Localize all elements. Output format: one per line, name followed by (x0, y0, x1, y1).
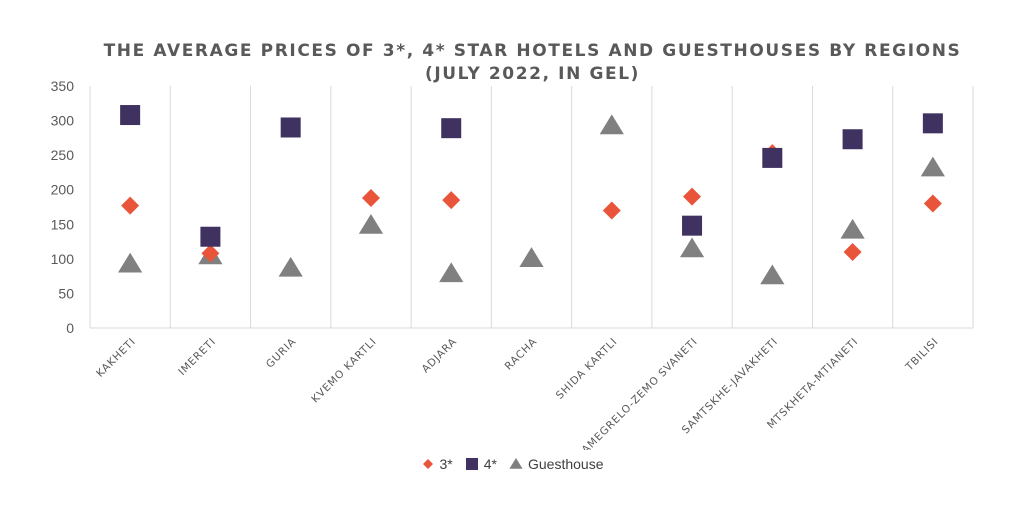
data-point-square (200, 226, 221, 247)
data-point-triangle (599, 114, 624, 135)
data-point-triangle (840, 218, 865, 239)
x-tick-label: KAKHETI (94, 336, 138, 380)
legend-item: Guesthouse (509, 456, 604, 472)
legend-symbol-triangle (509, 458, 523, 469)
data-point-triangle (358, 213, 384, 234)
data-point-triangle (439, 262, 464, 283)
x-tick-label: IMERETI (176, 336, 218, 378)
data-point-triangle (519, 247, 544, 267)
x-tick-label: KVEMO KARTLI (309, 336, 379, 406)
data-point-square (682, 215, 703, 236)
legend-symbol-diamond (422, 459, 433, 469)
y-tick-label: 250 (51, 147, 75, 163)
x-tick-label: ADJARA (420, 336, 460, 376)
legend-label: 4* (483, 456, 497, 472)
legend-label: 3* (439, 456, 453, 472)
data-point-square (120, 105, 141, 126)
data-point-triangle (679, 237, 705, 258)
y-tick-label: 300 (51, 113, 75, 129)
x-tick-label: RACHA (503, 336, 540, 373)
data-point-diamond (201, 244, 220, 263)
y-tick-label: 350 (51, 78, 75, 94)
data-point-square (762, 147, 783, 168)
chart-title: THE AVERAGE PRICES OF 3*, 4* STAR HOTELS… (90, 40, 975, 86)
y-tick-label: 100 (51, 251, 75, 267)
chart-title-line-1: THE AVERAGE PRICES OF 3*, 4* STAR HOTELS… (103, 41, 962, 61)
data-point-square (280, 117, 301, 138)
legend-label: Guesthouse (527, 456, 604, 472)
x-tick-label: SHIDA KARTLI (554, 336, 620, 402)
legend-marker-diamond (422, 459, 433, 469)
data-point-diamond (602, 201, 621, 220)
x-tick-label: GURIA (264, 336, 299, 371)
legend-marker-square (465, 458, 478, 470)
data-point-diamond (361, 189, 380, 208)
data-point-triangle (760, 264, 785, 285)
y-tick-label: 200 (51, 182, 75, 198)
data-point-triangle (278, 256, 303, 277)
data-point-triangle (118, 252, 143, 273)
legend: 3* 4* Guesthouse (0, 456, 1024, 472)
data-point-diamond (683, 187, 702, 206)
x-tick-label: TBILISI (903, 336, 941, 374)
data-point-diamond (121, 196, 140, 215)
data-point-triangle (920, 156, 945, 177)
y-tick-label: 150 (51, 216, 75, 232)
data-point-square (441, 118, 462, 139)
data-point-square (842, 129, 863, 150)
data-point-diamond (442, 191, 461, 210)
y-tick-label: 0 (66, 320, 74, 336)
chart-title-line-2: (JULY 2022, IN GEL) (424, 64, 641, 84)
legend-item: 4* (465, 456, 497, 472)
data-point-square (922, 113, 943, 134)
data-point-diamond (843, 242, 862, 261)
legend-marker-triangle (509, 458, 523, 469)
x-tick-label: MTSKHETA-MTIANETI (765, 336, 861, 432)
legend-item: 3* (421, 456, 453, 472)
data-point-diamond (923, 194, 942, 213)
y-tick-label: 50 (58, 285, 74, 301)
plot-area: 0 50 100 150 200 250 300 350 KAKHETI IMERETI GURIA… (51, 78, 974, 450)
legend-symbol-square (465, 458, 478, 470)
